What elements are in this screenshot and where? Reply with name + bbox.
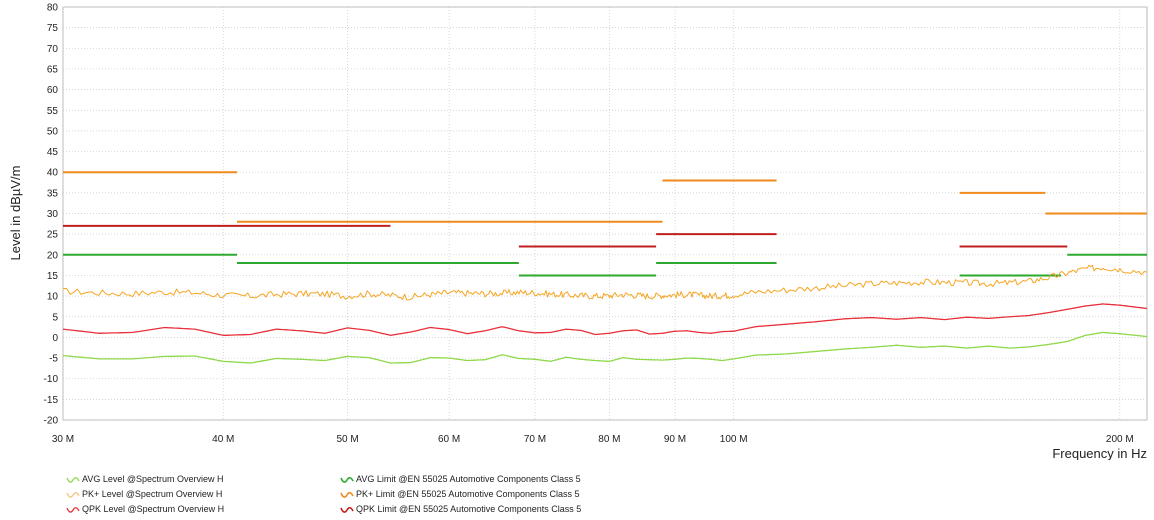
legend-label: PK+ Limit @EN 55025 Automotive Component… <box>356 489 580 499</box>
legend-swatch-icon <box>340 506 354 513</box>
level-trace <box>62 331 1148 364</box>
legend-item: PK+ Limit @EN 55025 Automotive Component… <box>340 487 581 502</box>
x-axis-ticks: 30 M 40 M 50 M 60 M 70 M 80 M 90 M 100 M 200 M <box>52 434 1134 445</box>
y-tick-label: 5 <box>52 312 58 323</box>
x-tick-label: 50 M <box>336 434 358 445</box>
level-trace <box>62 303 1148 336</box>
legend-item: AVG Level @Spectrum Overview H <box>66 472 224 487</box>
legend-swatch-icon <box>66 476 80 483</box>
legend-swatch-icon <box>340 491 354 498</box>
legend-item: PK+ Level @Spectrum Overview H <box>66 487 224 502</box>
y-tick-label: 20 <box>47 250 59 261</box>
y-axis-ticks: -20 -15 -10 -5 0 5 10 15 20 25 30 35 40 45 50 55 60 65 70 7… <box>44 3 59 427</box>
x-tick-label: 100 M <box>720 434 748 445</box>
y-tick-label: 55 <box>47 106 59 117</box>
y-tick-label: -20 <box>44 416 59 427</box>
y-tick-label: 50 <box>47 126 59 137</box>
legend-item: QPK Level @Spectrum Overview H <box>66 502 224 517</box>
legend-label: PK+ Level @Spectrum Overview H <box>82 489 223 499</box>
y-axis-title: Level in dBµV/m <box>8 166 23 261</box>
legend-left: AVG Level @Spectrum Overview H PK+ Level… <box>66 472 224 517</box>
legend-label: AVG Level @Spectrum Overview H <box>82 474 224 484</box>
y-tick-label: 30 <box>47 209 59 220</box>
y-tick-label: 75 <box>47 23 59 34</box>
y-tick-label: 0 <box>52 333 58 344</box>
y-tick-label: 25 <box>47 230 59 241</box>
x-tick-label: 70 M <box>524 434 546 445</box>
y-tick-label: 45 <box>47 147 59 158</box>
y-tick-label: 35 <box>47 188 59 199</box>
y-tick-label: 40 <box>47 168 59 179</box>
legend-swatch-icon <box>66 506 80 513</box>
y-tick-label: 15 <box>47 271 59 282</box>
legend-label: QPK Level @Spectrum Overview H <box>82 504 225 514</box>
level-traces <box>62 264 1148 364</box>
legend-label: QPK Limit @EN 55025 Automotive Component… <box>356 504 582 514</box>
y-tick-label: 80 <box>47 3 59 14</box>
legend-item: QPK Limit @EN 55025 Automotive Component… <box>340 502 581 517</box>
grid <box>62 6 1147 421</box>
level-trace <box>62 264 1148 301</box>
legend-right: AVG Limit @EN 55025 Automotive Component… <box>340 472 581 517</box>
y-tick-label: 10 <box>47 292 59 303</box>
y-tick-label: -5 <box>49 354 58 365</box>
x-tick-label: 90 M <box>664 434 686 445</box>
y-tick-label: 65 <box>47 64 59 75</box>
legend-swatch-icon <box>66 491 80 498</box>
limit-lines <box>63 171 1147 277</box>
x-tick-label: 80 M <box>598 434 620 445</box>
legend-item: AVG Limit @EN 55025 Automotive Component… <box>340 472 581 487</box>
x-tick-label: 30 M <box>52 434 74 445</box>
legend-swatch-icon <box>340 476 354 483</box>
y-tick-label: -15 <box>44 395 59 406</box>
x-axis-title: Frequency in Hz <box>1052 446 1147 460</box>
y-tick-label: 70 <box>47 44 59 55</box>
x-tick-label: 40 M <box>212 434 234 445</box>
x-tick-label: 60 M <box>438 434 460 445</box>
y-tick-label: 60 <box>47 85 59 96</box>
y-tick-label: -10 <box>44 374 59 385</box>
legend-label: AVG Limit @EN 55025 Automotive Component… <box>356 474 581 484</box>
emc-spectrum-chart: -20 -15 -10 -5 0 5 10 15 20 25 30 35 40 45 50 55 60 65 70 7… <box>8 3 1148 460</box>
x-tick-label: 200 M <box>1106 434 1134 445</box>
